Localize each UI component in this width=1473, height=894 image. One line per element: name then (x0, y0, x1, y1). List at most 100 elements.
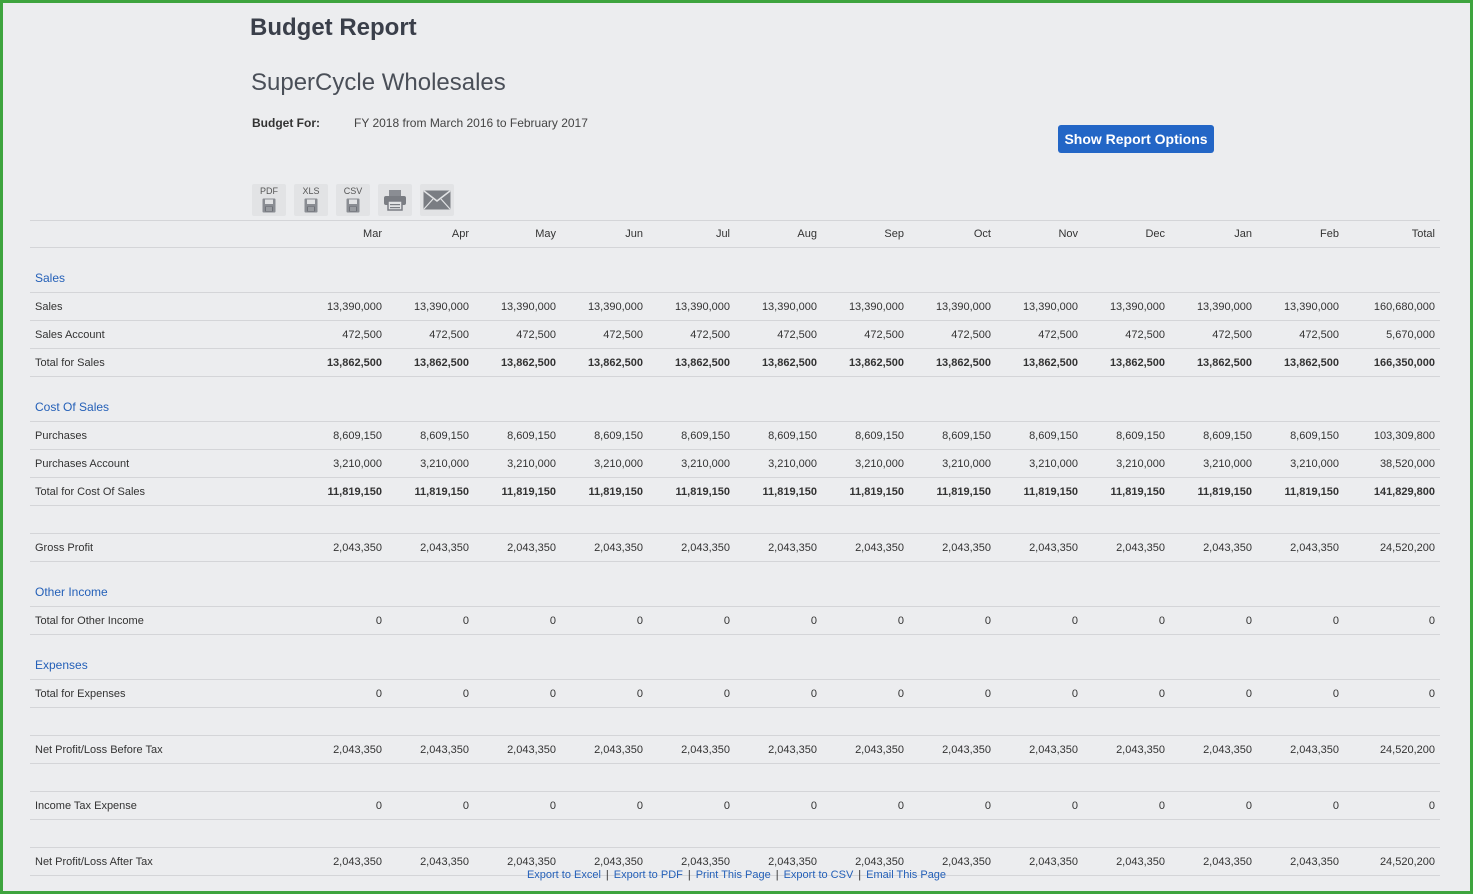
cell-value: 141,829,800 (1344, 477, 1440, 506)
cell-value: 2,043,350 (822, 847, 909, 876)
export-pdf-button[interactable]: PDF (252, 184, 286, 216)
cell-value: 0 (561, 791, 648, 820)
cell-value: 24,520,200 (1344, 847, 1440, 876)
cell-value: 3,210,000 (1170, 449, 1257, 478)
cell-value: 3,210,000 (822, 449, 909, 478)
spacer-row (30, 819, 1440, 848)
budget-for-label: Budget For: (252, 116, 320, 130)
cell-value: 2,043,350 (648, 735, 735, 764)
cell-value: 11,819,150 (300, 477, 387, 506)
cell-value: 0 (1257, 606, 1344, 635)
cell-value: 160,680,000 (1344, 292, 1440, 321)
cell-value: 24,520,200 (1344, 735, 1440, 764)
cell-value: 3,210,000 (909, 449, 996, 478)
footer-link-export-to-pdf[interactable]: Export to PDF (613, 869, 683, 881)
cell-value: 13,390,000 (996, 292, 1083, 321)
cell-value: 11,819,150 (648, 477, 735, 506)
cell-value: 0 (648, 679, 735, 708)
cell-value: 8,609,150 (735, 421, 822, 450)
footer-link-email-this-page[interactable]: Email This Page (866, 869, 947, 881)
column-header: Jul (648, 220, 735, 248)
cell-value: 0 (996, 606, 1083, 635)
save-disk-icon (346, 198, 360, 213)
export-xls-label: XLS (302, 186, 320, 196)
spacer-row (30, 505, 1440, 534)
row-label: Total for Expenses (30, 679, 300, 708)
spacer-row (30, 763, 1440, 792)
cell-value: 472,500 (735, 320, 822, 349)
cell-value: 13,390,000 (909, 292, 996, 321)
cell-value: 8,609,150 (387, 421, 474, 450)
section-title: Cost Of Sales (30, 376, 1440, 422)
cell-value: 13,862,500 (300, 348, 387, 377)
print-button[interactable] (378, 184, 412, 216)
cell-value: 166,350,000 (1344, 348, 1440, 377)
column-header: Aug (735, 220, 822, 248)
cell-value: 0 (1344, 606, 1440, 635)
cell-value: 2,043,350 (1083, 847, 1170, 876)
cell-value: 2,043,350 (735, 533, 822, 562)
cell-value: 472,500 (561, 320, 648, 349)
column-header: Nov (996, 220, 1083, 248)
cell-value: 103,309,800 (1344, 421, 1440, 450)
section-title: Sales (30, 247, 1440, 293)
cell-value: 2,043,350 (387, 533, 474, 562)
printer-icon (384, 190, 406, 211)
row-label: Sales Account (30, 320, 300, 349)
cell-value: 2,043,350 (648, 847, 735, 876)
cell-value: 13,390,000 (735, 292, 822, 321)
table-row: Sales 13,390,000 13,390,000 13,390,000 13,39… (30, 292, 1440, 321)
cell-value: 0 (1083, 791, 1170, 820)
cell-value: 0 (1083, 606, 1170, 635)
link-separator: | (858, 869, 862, 881)
cell-value: 13,390,000 (474, 292, 561, 321)
show-report-options-button[interactable]: Show Report Options (1058, 125, 1214, 153)
row-label: Net Profit/Loss After Tax (30, 847, 300, 876)
cell-value: 0 (474, 791, 561, 820)
cell-value: 2,043,350 (648, 533, 735, 562)
cell-value: 11,819,150 (996, 477, 1083, 506)
footer-link-export-to-csv[interactable]: Export to CSV (783, 869, 854, 881)
footer-link-print-this-page[interactable]: Print This Page (695, 869, 771, 881)
table-row-total: Total for Cost Of Sales 11,819,150 11,819,… (30, 477, 1440, 506)
export-csv-button[interactable]: CSV (336, 184, 370, 216)
row-label: Purchases Account (30, 449, 300, 478)
cell-value: 0 (300, 679, 387, 708)
cell-value: 0 (387, 679, 474, 708)
cell-value: 11,819,150 (735, 477, 822, 506)
cell-value: 2,043,350 (300, 847, 387, 876)
spacer-row (30, 707, 1440, 736)
cell-value: 0 (300, 606, 387, 635)
cell-value: 11,819,150 (1170, 477, 1257, 506)
cell-value: 24,520,200 (1344, 533, 1440, 562)
export-xls-button[interactable]: XLS (294, 184, 328, 216)
table-row: Total for Other Income 0 0 0 0 0 0 0 0 0 0 0 0 0 (30, 606, 1440, 635)
table-row: Sales Account 472,500 472,500 472,500 472,50… (30, 320, 1440, 349)
cell-value: 13,862,500 (1170, 348, 1257, 377)
footer-link-export-to-excel[interactable]: Export to Excel (526, 869, 601, 881)
cell-value: 3,210,000 (735, 449, 822, 478)
cell-value: 8,609,150 (474, 421, 561, 450)
cell-value: 11,819,150 (1257, 477, 1344, 506)
row-label: Net Profit/Loss Before Tax (30, 735, 300, 764)
cell-value: 2,043,350 (1257, 533, 1344, 562)
save-disk-icon (304, 198, 318, 213)
cell-value: 0 (1170, 791, 1257, 820)
cell-value: 38,520,000 (1344, 449, 1440, 478)
cell-value: 2,043,350 (474, 533, 561, 562)
cell-value: 2,043,350 (1083, 533, 1170, 562)
cell-value: 0 (1170, 606, 1257, 635)
cell-value: 3,210,000 (561, 449, 648, 478)
cell-value: 11,819,150 (387, 477, 474, 506)
cell-value: 2,043,350 (387, 847, 474, 876)
cell-value: 472,500 (909, 320, 996, 349)
cell-value: 8,609,150 (822, 421, 909, 450)
cell-value: 3,210,000 (1083, 449, 1170, 478)
column-header: Oct (909, 220, 996, 248)
export-pdf-label: PDF (260, 186, 278, 196)
column-header: Mar (300, 220, 387, 248)
cell-value: 2,043,350 (561, 735, 648, 764)
cell-value: 0 (822, 791, 909, 820)
cell-value: 2,043,350 (561, 847, 648, 876)
email-button[interactable] (420, 184, 454, 216)
